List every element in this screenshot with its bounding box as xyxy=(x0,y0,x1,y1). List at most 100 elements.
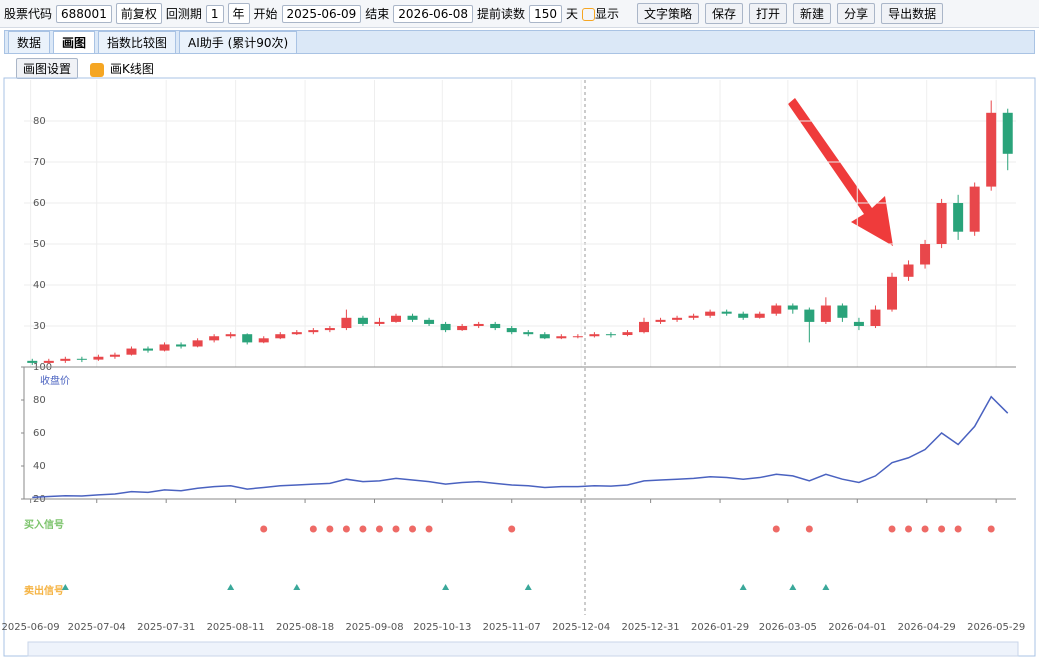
preload-input[interactable]: 150 xyxy=(529,4,562,23)
buy-signal xyxy=(342,525,350,533)
label: 股票代码 xyxy=(4,7,53,21)
candle-body xyxy=(936,203,947,244)
arrow-annotation xyxy=(788,98,893,246)
candle-body xyxy=(473,323,484,326)
candle-body xyxy=(605,334,616,336)
label: 画K线图 xyxy=(110,62,154,76)
y-tick-label: 60 xyxy=(33,198,46,209)
candle-body xyxy=(804,309,815,322)
toolbar-button[interactable]: 导出数据 xyxy=(881,3,944,24)
buy-signal xyxy=(508,525,516,533)
toolbar-button[interactable]: 文字策略 xyxy=(637,3,700,24)
label: 显示 xyxy=(594,7,619,21)
candle-body xyxy=(870,309,881,326)
settings-button[interactable]: 画图设置 xyxy=(16,58,79,79)
candle-body xyxy=(60,358,71,361)
sell-signal xyxy=(227,584,235,590)
candle-body xyxy=(1002,112,1013,154)
candle-body xyxy=(291,332,302,335)
end-input[interactable]: 2026-06-08 xyxy=(393,4,474,23)
candle-body xyxy=(391,315,401,322)
buy-signal xyxy=(309,525,317,533)
candle-body xyxy=(539,334,550,339)
toolbar-button[interactable]: 分享 xyxy=(837,3,876,24)
scrollbar xyxy=(27,641,1019,657)
y-tick-label: 60 xyxy=(33,428,46,439)
buy-signal xyxy=(409,525,417,533)
buy-signal xyxy=(805,525,813,533)
x-tick-label: 2026-05-29 xyxy=(967,622,1025,633)
candle-body xyxy=(308,330,319,333)
x-tick-label: 2025-10-13 xyxy=(413,622,471,633)
candle-body xyxy=(126,348,137,355)
y-tick-label: 20 xyxy=(33,494,46,505)
candle-body xyxy=(109,354,120,357)
candle-body xyxy=(457,326,468,331)
x-tick-label: 2025-09-08 xyxy=(345,622,403,633)
candle-body xyxy=(523,332,534,335)
candle-body xyxy=(440,323,451,331)
candle-body xyxy=(275,334,286,339)
y-tick-label: 70 xyxy=(33,157,46,168)
tab[interactable]: AI助手 (累计90次) xyxy=(179,31,298,53)
candle-body xyxy=(27,360,38,363)
candle-body xyxy=(556,336,567,339)
close-line xyxy=(32,395,1009,499)
candle-body xyxy=(490,323,501,329)
toolbar-button[interactable]: 打开 xyxy=(749,3,788,24)
x-tick-label: 2026-04-01 xyxy=(828,622,886,633)
toolbar-button[interactable]: 新建 xyxy=(793,3,832,24)
candle-body xyxy=(887,276,897,310)
toolbar-button[interactable]: 保存 xyxy=(705,3,744,24)
toolbar: 股票代码 688001 前复权 回测期 1 年 开始 2025-06-09 结束… xyxy=(0,0,1039,28)
candle-body xyxy=(225,334,236,337)
buy-signal xyxy=(921,525,929,533)
buy-signal xyxy=(772,525,780,533)
candle-body xyxy=(672,317,683,320)
start-input[interactable]: 2025-06-09 xyxy=(281,4,362,23)
tab[interactable]: 指数比较图 xyxy=(98,31,177,53)
x-tick-label: 2025-07-04 xyxy=(68,622,126,633)
sell-signal xyxy=(293,584,301,590)
candle-body xyxy=(705,311,716,316)
buy-signal xyxy=(987,525,995,533)
button-group: 文字策略 保存 打开 新建 分享 导出数据 xyxy=(633,3,944,24)
adjust-select[interactable]: 前复权 xyxy=(115,3,162,24)
sell-signal xyxy=(61,584,69,590)
y-tick-label: 80 xyxy=(33,395,46,406)
buy-label: 买入信号 xyxy=(24,518,64,531)
x-tick-label: 2026-04-29 xyxy=(898,622,956,633)
candle-body xyxy=(374,321,385,324)
x-tick-label: 2025-08-11 xyxy=(207,622,265,633)
buy-signal xyxy=(888,525,896,533)
x-tick-label: 2026-01-29 xyxy=(691,622,749,633)
y-tick-label: 80 xyxy=(33,116,46,127)
candle-body xyxy=(986,112,997,187)
period-input[interactable]: 1 xyxy=(205,4,224,23)
tab[interactable]: 画图 xyxy=(53,31,96,53)
sell-signal xyxy=(822,584,830,590)
sell-label: 卖出信号 xyxy=(24,584,64,597)
sell-signal xyxy=(524,584,532,590)
tab[interactable]: 数据 xyxy=(8,31,51,53)
y-tick-label: 40 xyxy=(33,280,46,291)
kline-checkbox[interactable]: 画K线图 xyxy=(90,60,154,77)
show-checkbox[interactable]: 显示 xyxy=(581,5,619,22)
y-tick-label: 30 xyxy=(33,321,46,332)
candle-body xyxy=(572,336,583,338)
unit-select[interactable]: 年 xyxy=(227,3,250,24)
settings-row: 画图设置 画K线图 xyxy=(16,58,154,79)
x-tick-label: 2026-03-05 xyxy=(759,622,817,633)
candle-body xyxy=(407,315,418,320)
sell-signal xyxy=(789,584,797,590)
code-input[interactable]: 688001 xyxy=(56,4,112,23)
candle-body xyxy=(93,356,104,360)
candle-body xyxy=(242,334,253,343)
candle-body xyxy=(837,305,848,318)
tab-bar: 数据 画图 指数比较图 AI助手 (累计90次) xyxy=(4,30,1035,54)
buy-signal xyxy=(260,525,268,533)
candle-body xyxy=(655,319,666,322)
candle-body xyxy=(76,358,87,360)
candle-body xyxy=(159,344,170,351)
